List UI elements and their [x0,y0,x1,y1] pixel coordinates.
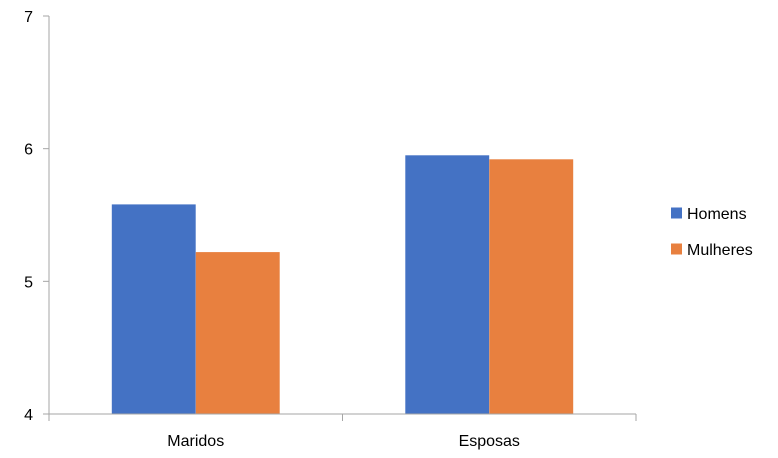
category-label-esposas: Esposas [459,433,520,450]
legend-label-homens: Homens [687,206,747,223]
bar-mulheres-maridos [195,252,280,414]
y-tick-label: 4 [24,407,33,424]
bar-homens-maridos [111,204,196,414]
y-tick-label: 7 [24,9,33,26]
legend-label-mulheres: Mulheres [687,242,753,259]
y-tick-labels: 4 5 6 7 [24,9,49,424]
bars-layer [111,155,574,415]
bar-mulheres-esposas [489,159,574,414]
legend-swatch-homens [671,207,682,219]
category-labels: Maridos Esposas [167,433,520,450]
category-label-maridos: Maridos [167,433,224,450]
y-tick-label: 6 [24,142,33,159]
legend: Homens Mulheres [671,206,753,259]
y-tick-label: 5 [24,274,33,291]
x-ticks [48,414,637,421]
legend-swatch-mulheres [671,243,682,255]
bar-homens-esposas [405,155,490,415]
